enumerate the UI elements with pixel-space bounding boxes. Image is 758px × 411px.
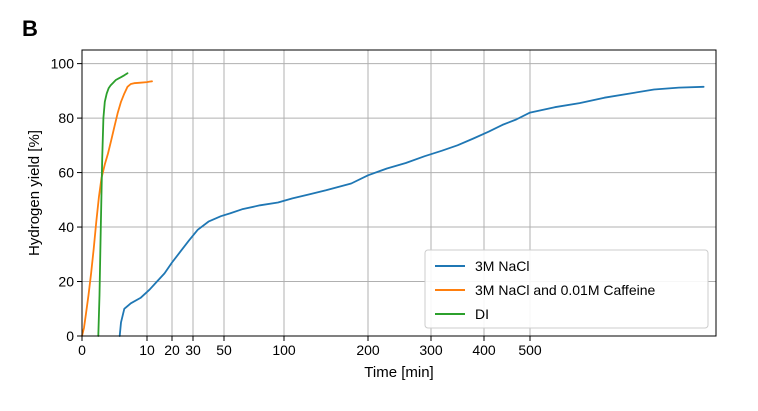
y-axis-label: Hydrogen yield [%]	[26, 130, 43, 256]
x-tick-label: 50	[216, 342, 232, 358]
series-group	[81, 72, 705, 337]
legend: 3M NaCl 3M NaCl and 0.01M Caffeine DI	[424, 249, 709, 329]
legend-box	[424, 249, 709, 329]
y-tick-label: 80	[58, 110, 74, 126]
axes-frame	[81, 49, 717, 337]
ticks: 0 10 20 30 50 100 200 300 400 500 0 20 40 60 80 100	[51, 56, 542, 358]
x-axis-label: Time [min]	[364, 364, 433, 381]
y-tick-label: 20	[58, 274, 74, 290]
x-tick-label: 10	[139, 342, 155, 358]
series-line-di	[97, 72, 129, 337]
series-line-3m-nacl-and-0-01m-caffeine	[81, 80, 153, 337]
y-tick-label: 40	[58, 219, 74, 235]
x-tick-label: 200	[356, 342, 380, 358]
x-tick-label: 300	[419, 342, 443, 358]
panel-label: B	[22, 16, 38, 41]
legend-entry: 3M NaCl and 0.01M Caffeine	[475, 282, 655, 298]
x-tick-label: 100	[272, 342, 296, 358]
x-tick-label: 30	[185, 342, 201, 358]
legend-entry: DI	[475, 306, 489, 322]
legend-entry: 3M NaCl	[475, 258, 529, 274]
x-tick-label: 500	[518, 342, 542, 358]
y-tick-label: 60	[58, 165, 74, 181]
x-tick-label: 20	[164, 342, 180, 358]
x-tick-label: 0	[78, 342, 86, 358]
y-tick-label: 100	[51, 56, 75, 72]
x-tick-label: 400	[472, 342, 496, 358]
series-line-3m-nacl	[118, 85, 705, 337]
y-tick-label: 0	[66, 328, 74, 344]
